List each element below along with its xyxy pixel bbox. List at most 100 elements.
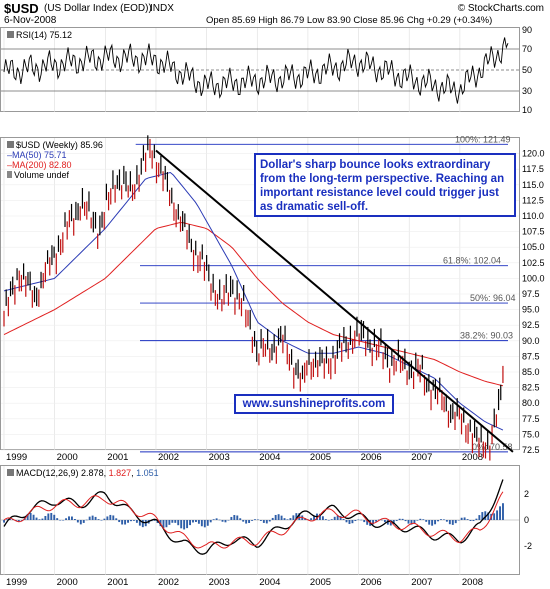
macd-histogram-bar — [224, 520, 227, 523]
macd-histogram-bar — [407, 520, 410, 524]
macd-histogram-bar — [215, 518, 218, 520]
macd-histogram-bar — [230, 516, 233, 520]
macd-histogram-bar — [35, 517, 38, 520]
macd-histogram-bar — [357, 519, 360, 521]
macd-histogram-bar — [212, 519, 215, 520]
macd-histogram-bar — [85, 519, 88, 521]
macd-histogram-bar — [97, 519, 100, 520]
macd-histogram-bar — [121, 520, 124, 525]
macd-histogram-bar — [180, 520, 183, 529]
x-tick-label: 2001 — [107, 577, 128, 588]
fib-level-label: 61.8%: 102.04 — [443, 256, 501, 266]
macd-histogram-bar — [38, 519, 41, 520]
macd-histogram-bar — [56, 518, 59, 520]
macd-histogram-bar — [375, 520, 377, 522]
macd-histogram-bar — [239, 518, 242, 520]
macd-histogram-bar — [162, 520, 165, 528]
macd-histogram-bar — [422, 519, 425, 520]
macd-histogram-bar — [133, 520, 135, 521]
macd-histogram-bar — [271, 517, 274, 520]
macd-histogram-bar — [256, 519, 259, 520]
macd-histogram-bar — [41, 518, 44, 520]
rsi-tick-label: 50 — [522, 65, 532, 75]
macd-histogram-bar — [32, 514, 35, 520]
macd-histogram-bar — [82, 520, 85, 523]
price-tick-label: 85.0 — [522, 367, 540, 377]
macd-histogram-bar — [65, 518, 67, 520]
chart-symbol: $USD — [4, 1, 39, 16]
annotation-box: Dollar's sharp bounce looks extraordinar… — [254, 153, 516, 217]
macd-histogram-bar — [262, 520, 265, 523]
macd-histogram-bar — [109, 514, 112, 520]
macd-histogram-bar — [448, 520, 451, 525]
macd-histogram-bar — [457, 520, 460, 521]
signal-value: 1.827 — [108, 468, 132, 478]
macd-histogram-bar — [502, 503, 504, 520]
macd-histogram-bar — [348, 520, 351, 524]
x-tick-label: 2005 — [310, 452, 331, 463]
rsi-legend-text: RSI(14) 75.12 — [16, 30, 73, 40]
macd-histogram-bar — [354, 520, 357, 522]
price-tick-label: 117.5 — [522, 164, 544, 174]
macd-histogram-bar — [484, 511, 487, 520]
macd-histogram-bar — [330, 519, 333, 520]
macd-histogram-bar — [425, 520, 428, 522]
macd-histogram-bar — [186, 520, 189, 529]
macd-histogram-bar — [472, 520, 475, 522]
macd-histogram-bar — [29, 512, 32, 520]
x-tick-label: 2005 — [310, 577, 331, 588]
fib-level-label: 50%: 96.04 — [470, 293, 516, 303]
price-tick-label: 105.0 — [522, 242, 545, 252]
ma50-legend: –MA(50) 75.71 — [7, 150, 67, 160]
rsi-tick-label: 10 — [522, 105, 532, 115]
macd-histogram-bar — [327, 520, 330, 521]
x-tick-label: 2007 — [411, 577, 432, 588]
macd-histogram-bar — [434, 520, 437, 525]
macd-histogram-bar — [451, 520, 454, 525]
price-legend: $USD (Weekly) 85.96 — [7, 140, 103, 150]
macd-histogram-bar — [200, 520, 203, 527]
price-legend-text: $USD (Weekly) 85.96 — [16, 140, 103, 150]
macd-histogram-bar — [413, 520, 416, 524]
macd-histogram-bar — [20, 520, 23, 521]
rsi-legend: RSI(14) 75.12 — [7, 30, 72, 40]
macd-histogram-bar — [410, 520, 413, 525]
macd-histogram-bar — [192, 520, 194, 523]
x-tick-label: 2008 — [462, 577, 483, 588]
macd-histogram-bar — [227, 520, 230, 521]
macd-histogram-bar — [242, 520, 245, 522]
macd-histogram-bar — [171, 520, 174, 523]
macd-histogram-bar — [135, 520, 138, 523]
macd-histogram-bar — [141, 520, 144, 528]
macd-histogram-bar — [445, 520, 448, 522]
x-tick-label: 2000 — [57, 452, 78, 463]
price-tick-label: 87.5 — [522, 351, 540, 361]
macd-histogram-bar — [197, 520, 200, 524]
chart-date: 6-Nov-2008 — [4, 15, 57, 26]
x-tick-label: 2003 — [209, 577, 230, 588]
macd-histogram-bar — [496, 510, 499, 520]
macd-histogram-bar — [91, 515, 94, 520]
macd-histogram-bar — [360, 519, 363, 521]
fib-level-label: 0%: 70.58 — [472, 442, 513, 452]
macd-histogram-bar — [398, 518, 401, 520]
price-tick-label: 107.5 — [522, 227, 545, 237]
macd-histogram-bar — [265, 520, 268, 524]
macd-histogram-bar — [313, 515, 315, 520]
histogram-value: 1.051 — [136, 468, 159, 478]
macd-histogram-bar — [203, 520, 206, 528]
ma200-legend: –MA(200) 82.80 — [7, 160, 72, 170]
macd-histogram-bar — [431, 520, 434, 526]
macd-histogram-bar — [463, 517, 466, 520]
macd-histogram-bar — [440, 519, 442, 520]
fib-level-label: 100%: 121.49 — [455, 134, 511, 144]
price-tick-label: 77.5 — [522, 414, 540, 424]
macd-histogram-bar — [94, 516, 97, 520]
macd-histogram-bar — [233, 515, 236, 520]
price-tick-label: 75.0 — [522, 429, 540, 439]
macd-histogram-bar — [466, 519, 469, 520]
macd-histogram-bar — [183, 520, 186, 530]
macd-histogram-bar — [442, 519, 445, 520]
macd-histogram-bar — [71, 516, 73, 520]
price-tick-label: 120.0 — [522, 149, 545, 159]
